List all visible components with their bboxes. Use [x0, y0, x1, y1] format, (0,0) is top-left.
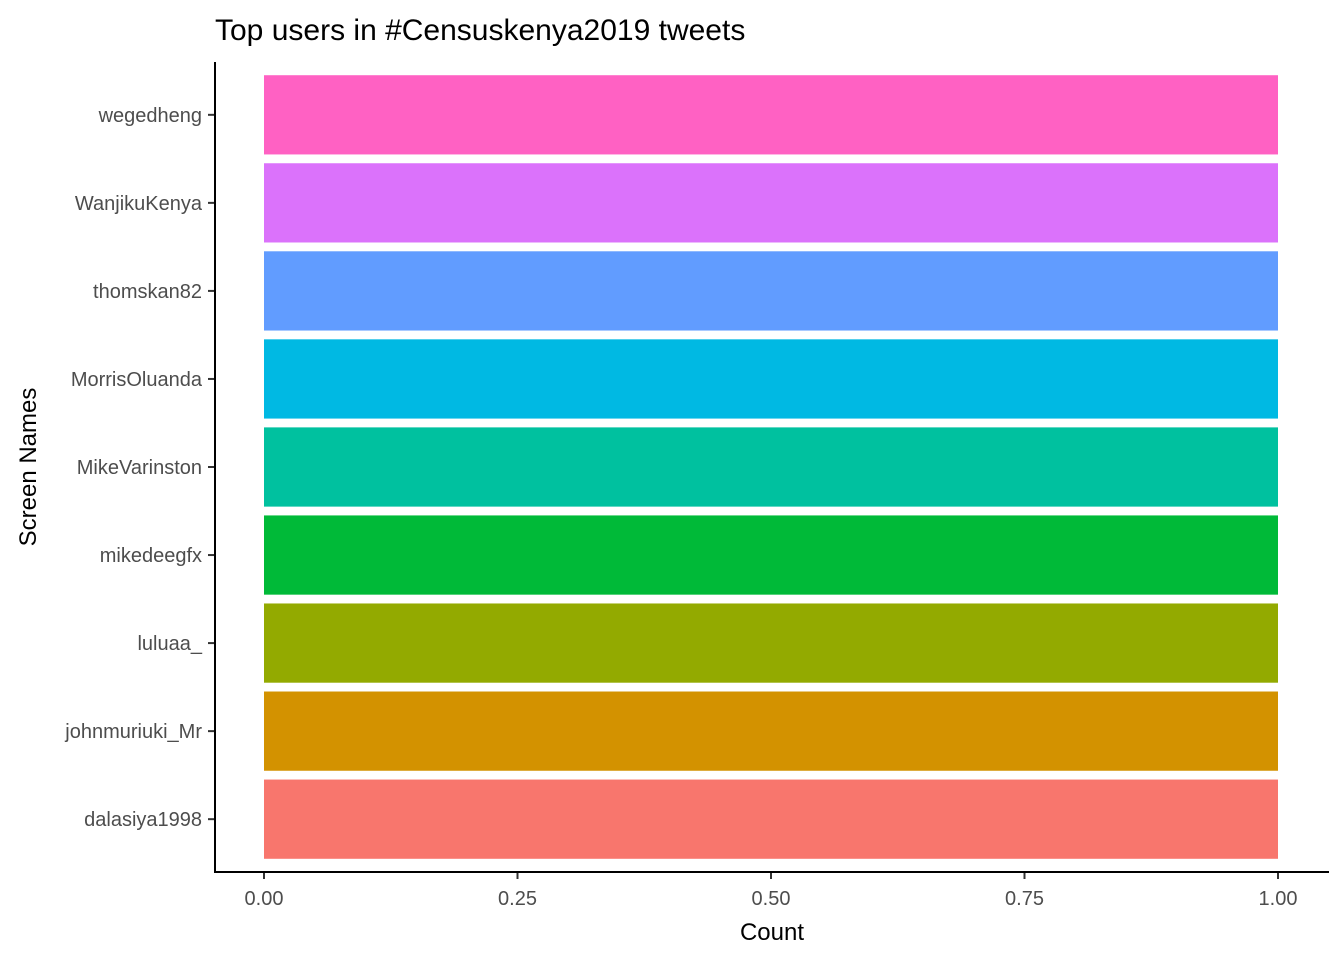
- y-tick-label: thomskan82: [93, 281, 202, 303]
- x-tick-label: 0.50: [752, 888, 791, 910]
- y-tick-label: mikedeegfx: [100, 545, 202, 567]
- x-tick-label: 0.00: [245, 888, 284, 910]
- x-tick-label: 0.25: [498, 888, 537, 910]
- bar-johnmuriuki_Mr: [264, 691, 1278, 771]
- bar-MorrisOluanda: [264, 339, 1278, 419]
- bar-mikedeegfx: [264, 515, 1278, 595]
- x-axis-title: Count: [740, 919, 804, 946]
- y-tick-label: WanjikuKenya: [75, 193, 203, 215]
- bar-thomskan82: [264, 251, 1278, 331]
- y-tick-label: johnmuriuki_Mr: [64, 721, 202, 743]
- bars-group: [264, 75, 1278, 859]
- bar-luluaa_: [264, 603, 1278, 683]
- y-tick-label: MikeVarinston: [77, 457, 202, 479]
- bar-MikeVarinston: [264, 427, 1278, 507]
- x-axis-ticks: 0.00 0.25 0.50 0.75 1.00: [245, 872, 1298, 910]
- x-tick-label: 0.75: [1005, 888, 1044, 910]
- bar-wegedheng: [264, 75, 1278, 155]
- y-tick-label: luluaa_: [137, 633, 202, 655]
- y-axis-ticks: dalasiya1998 johnmuriuki_Mr luluaa_ mikedee…: [64, 105, 215, 831]
- y-axis-title: Screen Names: [15, 388, 42, 547]
- bar-dalasiya1998: [264, 779, 1278, 859]
- x-tick-label: 1.00: [1259, 888, 1298, 910]
- bar-WanjikuKenya: [264, 163, 1278, 243]
- y-tick-label: dalasiya1998: [84, 809, 202, 831]
- chart-title: Top users in #Censuskenya2019 tweets: [215, 14, 745, 47]
- y-tick-label: wegedheng: [98, 105, 202, 127]
- y-tick-label: MorrisOluanda: [71, 369, 203, 391]
